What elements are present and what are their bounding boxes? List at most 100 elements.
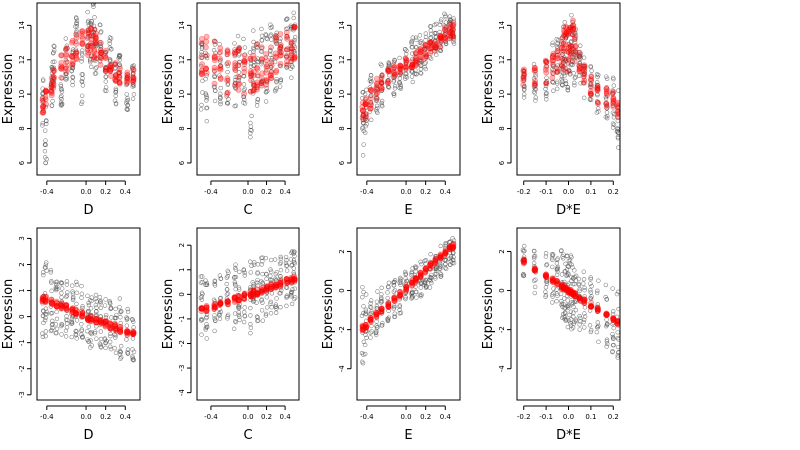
plot-frame (356, 227, 461, 401)
y-tick-label: 0 (498, 288, 506, 292)
fitted-point (87, 312, 95, 325)
observed-point (422, 257, 429, 290)
fitted-point (567, 286, 574, 297)
fitted-point (58, 52, 65, 81)
observed-point (124, 74, 131, 113)
observed-point (367, 73, 374, 122)
fitted-point (367, 314, 374, 325)
fitted-point (53, 298, 60, 310)
fitted-point (84, 27, 92, 59)
fitted-point (385, 66, 392, 87)
fitted-point (432, 39, 439, 54)
plot-area (39, 3, 137, 166)
observed-point (291, 249, 298, 302)
fitted-point (594, 304, 601, 314)
fitted-point (203, 302, 210, 315)
fitted-point (520, 66, 528, 89)
fitted-point (569, 17, 577, 53)
observed-point (531, 248, 538, 296)
observed-point (367, 298, 374, 340)
observed-point (58, 280, 65, 337)
fitted-point (216, 45, 224, 82)
fitted-point (124, 69, 131, 86)
x-tick-label: 0.2 (420, 188, 431, 196)
panel-top-E: -0.4 0.0 0.2 0.4 E 6 8 10 12 14 Expression (321, 2, 461, 218)
observed-point (277, 36, 284, 89)
y-tick-label: 2 (18, 262, 26, 266)
x-tick-label: 0.4 (440, 413, 452, 421)
x-tick-label: -0.4 (360, 413, 374, 421)
x-tick-label: -0.4 (204, 413, 218, 421)
observed-point (63, 279, 70, 339)
fitted-point (378, 305, 385, 315)
panel-top-C: -0.4 0.0 0.2 0.4 C 6 8 10 12 14 Expression (161, 2, 300, 218)
observed-point (569, 19, 576, 76)
observed-point (117, 296, 124, 361)
observed-point (391, 57, 398, 98)
observed-point (231, 262, 239, 332)
y-axis-label: Expression (161, 54, 176, 125)
fitted-point (267, 44, 275, 81)
observed-point (422, 31, 429, 72)
x-tick-label: 0.2 (420, 413, 431, 421)
observed-point (531, 61, 538, 103)
fitted-point (402, 55, 410, 72)
fitted-point (39, 96, 47, 116)
fitted-point (373, 309, 381, 320)
x-tick-label: -0.2 (517, 413, 531, 421)
observed-point (254, 262, 261, 324)
panel-top-D: -0.4 0.0 0.2 0.4 D 6 8 10 12 14 Expression (1, 2, 141, 218)
fitted-point (97, 40, 105, 68)
fitted-point (253, 41, 261, 93)
plot-frame (516, 2, 621, 176)
observed-point (359, 284, 367, 366)
x-tick-label: 0.0 (80, 188, 91, 196)
fitted-point (48, 74, 55, 99)
plot-frame (196, 2, 300, 176)
observed-point (576, 276, 583, 332)
observed-point (42, 104, 49, 166)
plot-area (198, 249, 298, 341)
fitted-point (449, 20, 457, 40)
x-tick-label: 0.0 (242, 413, 253, 421)
observed-point (102, 49, 109, 94)
observed-point (408, 35, 416, 85)
fitted-point (102, 318, 110, 330)
fitted-point (446, 21, 454, 41)
y-tick-label: -2 (178, 340, 186, 347)
plot-frame (196, 227, 300, 401)
y-tick-label: -2 (498, 326, 506, 333)
observed-point (40, 270, 46, 339)
observed-point (362, 87, 369, 135)
panel-bottom-D: -0.4 0.0 0.2 0.4 D -3 -2 -1 0 1 2 3 Expression (1, 227, 141, 443)
observed-point (263, 255, 270, 318)
x-tick-label: 0.1 (585, 413, 596, 421)
fitted-point (390, 62, 398, 81)
observed-point (241, 36, 248, 106)
observed-point (277, 254, 284, 310)
plot-area (520, 243, 620, 360)
x-axis-label: C (243, 203, 252, 218)
plot-area (198, 10, 298, 140)
observed-point (92, 292, 99, 341)
fitted-point (39, 294, 47, 305)
y-axis-label: Expression (481, 54, 496, 125)
x-axis-label: C (243, 428, 252, 443)
x-tick-label: 0.2 (261, 188, 272, 196)
observed-point (572, 30, 579, 88)
y-tick-label: -3 (178, 365, 186, 372)
y-tick-label: 2 (178, 243, 186, 247)
fitted-point (441, 247, 449, 258)
y-tick-label: -4 (498, 365, 506, 373)
fitted-point (263, 51, 270, 88)
x-tick-label: 0.4 (280, 413, 292, 421)
fitted-point (72, 306, 80, 318)
observed-point (549, 252, 556, 305)
fitted-point (97, 316, 104, 327)
x-tick-label: -0.2 (517, 188, 531, 196)
fitted-point (422, 265, 430, 276)
fitted-point (565, 26, 572, 75)
plot-frame (36, 2, 141, 176)
y-tick-label: 6 (338, 160, 346, 165)
